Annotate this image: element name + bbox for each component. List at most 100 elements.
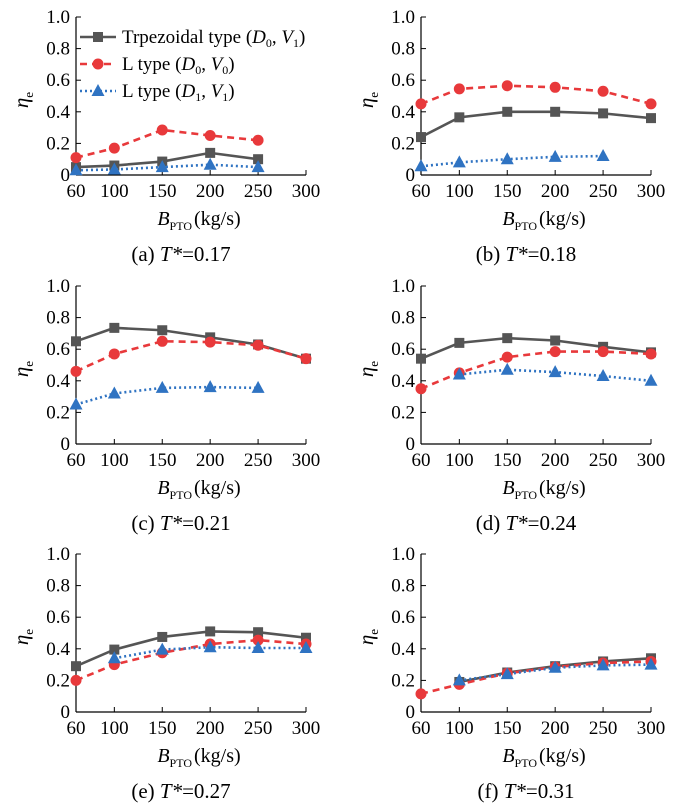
- y-tick-label: 0.4: [46, 639, 70, 660]
- x-tick-label: 60: [412, 181, 431, 202]
- panel-caption: (f) T*=0.31: [477, 779, 574, 803]
- y-axis-label: ηe: [9, 92, 36, 108]
- y-tick-label: 0.8: [46, 39, 70, 60]
- y-tick-label: 0.8: [46, 576, 70, 597]
- x-tick-label: 300: [637, 450, 666, 471]
- y-tick-label: 0.6: [46, 339, 70, 360]
- y-tick-label: 0: [61, 434, 71, 455]
- data-point-series-1: [204, 130, 216, 141]
- legend: Trpezoidal type (D0, V1) L type (D0, V0) L…: [80, 27, 305, 104]
- x-axis-label: BPTO (kg/s): [502, 208, 585, 233]
- data-point-series-1: [108, 348, 120, 360]
- chart-panel-d: 0 0.2 0.4 0.6 0.8 1.0 60 100 150 200 250 300 ηe BPTO(…: [354, 276, 665, 535]
- x-axis-label: BPTO (kg/s): [502, 745, 585, 770]
- chart-panel-c: 0 0.2 0.4 0.6 0.8 1.0 60 100 150 200 250 300 ηe BPTO(…: [9, 276, 320, 535]
- data-point-series-2: [548, 149, 562, 162]
- data-point-series-1: [645, 348, 657, 360]
- legend-entry-1: L type (D0, V0): [122, 54, 235, 77]
- x-tick-label: 200: [196, 718, 225, 739]
- y-tick-label: 1.0: [391, 544, 415, 565]
- y-tick-label: 0.2: [391, 670, 415, 691]
- data-point-series-1: [415, 688, 427, 700]
- y-tick-label: 1.0: [46, 7, 70, 28]
- data-point-series-2: [69, 397, 83, 410]
- legend-marker: [91, 84, 105, 96]
- y-tick-label: 0.2: [391, 133, 415, 154]
- x-tick-label: 100: [445, 718, 474, 739]
- data-point-series-0: [71, 336, 81, 347]
- data-point-series-2: [203, 640, 217, 653]
- data-point-series-2: [155, 380, 169, 393]
- panel-caption: (b) T*=0.18: [476, 242, 577, 266]
- chart-panel-b: 0 0.2 0.4 0.6 0.8 1.0 60 100 150 200 250 300 ηe BPTO(…: [354, 7, 665, 266]
- data-point-series-2: [299, 641, 313, 654]
- x-tick-label: 200: [196, 450, 225, 471]
- data-point-series-2: [452, 155, 466, 168]
- y-tick-label: 0.8: [391, 576, 415, 597]
- data-point-series-0: [157, 631, 168, 642]
- y-tick-label: 0.6: [391, 70, 415, 91]
- x-tick-label: 100: [100, 718, 129, 739]
- data-point-series-2: [548, 365, 562, 378]
- data-point-series-0: [416, 353, 426, 364]
- data-point-series-2: [251, 160, 265, 173]
- x-tick-label: 60: [412, 450, 431, 471]
- series-line-2: [75, 385, 259, 406]
- y-tick-label: 0.4: [46, 371, 70, 392]
- x-tick-label: 150: [148, 181, 177, 202]
- legend-entry-2: L type (D1, V1): [122, 81, 235, 104]
- data-point-series-0: [598, 108, 609, 119]
- data-point-series-1: [415, 98, 427, 110]
- data-point-series-2: [452, 367, 466, 380]
- data-point-series-2: [203, 380, 217, 393]
- y-tick-label: 0.8: [46, 308, 70, 329]
- data-point-series-2: [107, 651, 121, 664]
- data-point-series-0: [301, 632, 311, 643]
- x-axis-label: BPTO (kg/s): [157, 477, 240, 502]
- data-point-series-0: [205, 147, 216, 158]
- data-point-series-0: [253, 627, 264, 638]
- y-tick-label: 0.6: [46, 70, 70, 91]
- chart-panel-a: 0 0.2 0.4 0.6 0.8 1.0 60 100 150 200 250 300 ηe BPTO(…: [9, 7, 320, 266]
- data-point-series-2: [500, 667, 514, 680]
- series-line-1: [75, 638, 307, 682]
- data-point-series-1: [252, 634, 264, 646]
- series-line-0: [420, 110, 652, 139]
- x-axis-label: BPTO (kg/s): [157, 208, 240, 233]
- x-tick-label: 300: [637, 181, 666, 202]
- data-point-series-2: [155, 642, 169, 655]
- data-point-series-0: [454, 337, 465, 348]
- x-tick-label: 150: [493, 718, 522, 739]
- x-tick-label: 250: [244, 181, 273, 202]
- data-point-series-1: [252, 339, 264, 351]
- x-tick-label: 100: [100, 181, 129, 202]
- y-tick-label: 0.8: [391, 39, 415, 60]
- data-point-series-1: [204, 336, 216, 348]
- data-point-series-2: [644, 373, 658, 386]
- x-axis-label: BPTO (kg/s): [502, 477, 585, 502]
- data-point-series-0: [416, 132, 426, 143]
- x-tick-label: 150: [148, 450, 177, 471]
- x-tick-label: 200: [541, 181, 570, 202]
- data-point-series-1: [156, 124, 168, 136]
- data-point-series-2: [596, 149, 610, 162]
- series-line-0: [420, 336, 652, 360]
- x-axis-label: BPTO (kg/s): [157, 745, 240, 770]
- y-tick-label: 0: [406, 702, 416, 723]
- x-tick-label: 100: [100, 450, 129, 471]
- y-tick-label: 0: [406, 165, 416, 186]
- x-tick-label: 250: [244, 450, 273, 471]
- series-line-1: [75, 339, 307, 373]
- series-line-1: [420, 660, 652, 696]
- x-tick-label: 300: [292, 718, 321, 739]
- y-tick-label: 0.4: [391, 102, 415, 123]
- data-point-series-0: [502, 333, 513, 344]
- y-tick-label: 0.2: [46, 402, 70, 423]
- y-tick-label: 1.0: [46, 544, 70, 565]
- x-tick-label: 200: [196, 181, 225, 202]
- panel-caption: (c) T*=0.21: [131, 511, 230, 535]
- y-tick-label: 0.4: [391, 639, 415, 660]
- y-axis-label: ηe: [354, 361, 381, 377]
- data-point-series-1: [108, 142, 120, 154]
- data-point-series-2: [251, 641, 265, 654]
